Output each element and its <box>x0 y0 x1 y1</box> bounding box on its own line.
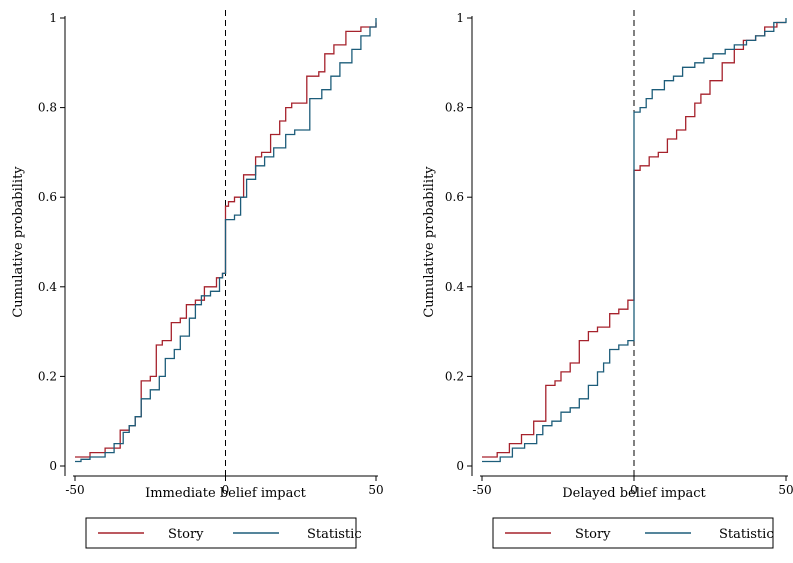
legend-label-story: Story <box>168 527 204 542</box>
y-tick-label: 0.6 <box>445 190 464 204</box>
legend-label-statistic: Statistic <box>719 527 774 542</box>
series-line-story <box>482 21 786 458</box>
chart-panel-1: 0 0.2 0.4 0.6 0.8 1 -50 0 50 Immediate belief imp… <box>11 10 384 549</box>
x-tick-label: 0 <box>630 483 638 497</box>
y-tick-label: 0 <box>49 459 57 473</box>
y-axis-title: Cumulative probability <box>11 166 26 318</box>
y-tick-label: 0.4 <box>445 280 464 294</box>
legend: Story Statistic <box>85 517 362 549</box>
legend-box <box>85 517 357 549</box>
legend-label-story: Story <box>575 527 611 542</box>
x-tick-label: 50 <box>778 483 793 497</box>
y-tick-label: 1 <box>49 11 57 25</box>
y-tick-label: 0.6 <box>38 190 57 204</box>
y-tick-label: 0.8 <box>445 101 464 115</box>
y-axis-title: Cumulative probability <box>422 166 437 318</box>
y-tick-label: 1 <box>456 11 464 25</box>
x-tick-label: -50 <box>65 483 84 497</box>
y-tick-label: 0.8 <box>38 101 57 115</box>
chart-panel-2: 0 0.2 0.4 0.6 0.8 1 -50 0 50 Delayed belief impac… <box>422 10 793 549</box>
y-tick-label: 0.2 <box>445 369 464 383</box>
x-tick-label: -50 <box>472 483 491 497</box>
x-axis-title: Delayed belief impact <box>562 486 706 501</box>
x-axis-title: Immediate belief impact <box>145 486 307 501</box>
y-tick-label: 0 <box>456 459 464 473</box>
legend-box <box>492 517 774 549</box>
legend-label-statistic: Statistic <box>307 527 362 542</box>
series-line-statistic <box>482 18 787 463</box>
y-tick-label: 0.4 <box>38 280 57 294</box>
y-tick-label: 0.2 <box>38 369 57 383</box>
legend: Story Statistic <box>492 517 774 549</box>
series-line-statistic <box>75 18 377 463</box>
x-tick-label: 0 <box>222 483 230 497</box>
x-tick-label: 50 <box>368 483 383 497</box>
